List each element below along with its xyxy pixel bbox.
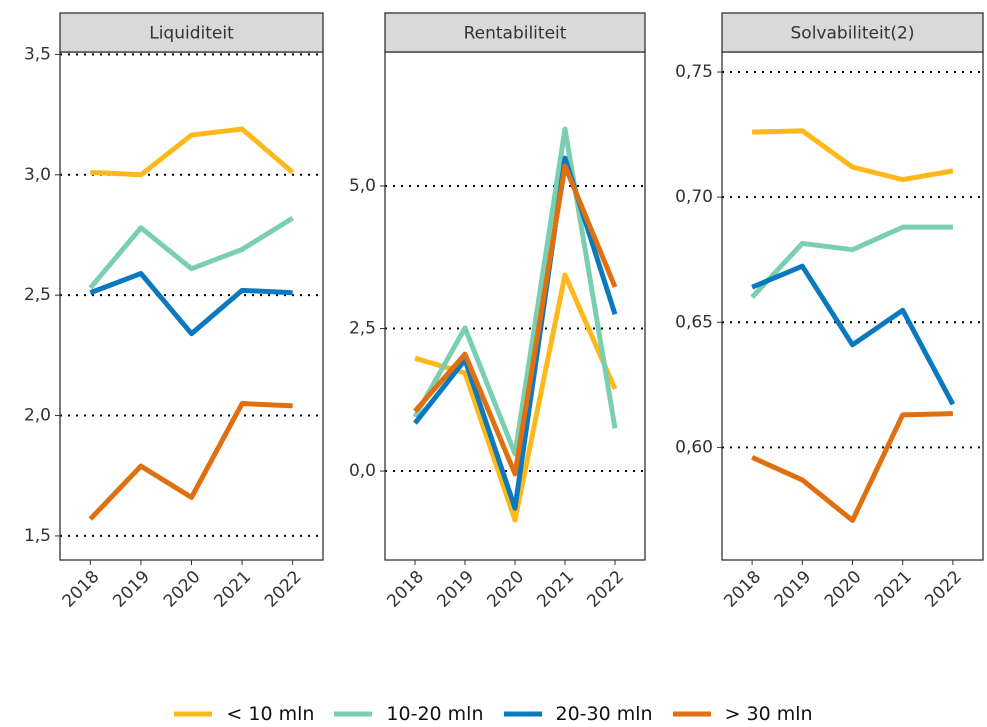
y-tick-label: 3,5 [24, 44, 51, 64]
y-tick-label: 0,0 [349, 461, 376, 481]
x-tick-label: 2020 [160, 567, 205, 612]
strip [59, 12, 324, 53]
panel-title: Solvabiliteit(2) [791, 24, 915, 44]
x-tick-label: 2018 [383, 567, 428, 612]
x-tick-label: 2021 [210, 567, 255, 612]
legend-label: 20-30 mln [555, 703, 653, 725]
legend-swatch [672, 711, 711, 717]
strip [384, 12, 646, 53]
panel-title: Liquiditeit [149, 24, 234, 44]
legend-item: < 10 mln [174, 703, 314, 725]
y-tick-label: 0,75 [675, 62, 713, 82]
legend-swatch [334, 711, 373, 717]
strip [721, 12, 984, 53]
y-tick-label: 5,0 [349, 176, 376, 196]
series-line [90, 126, 295, 178]
y-tick-label: 2,5 [349, 319, 376, 339]
legend-label: > 30 mln [724, 703, 813, 725]
y-tick-label: 2,5 [24, 285, 51, 305]
legend-item: 10-20 mln [334, 703, 484, 725]
x-tick-label: 2018 [59, 567, 104, 612]
x-tick-label: 2020 [821, 567, 866, 612]
series-line [752, 128, 954, 183]
legend-swatch [174, 711, 213, 717]
y-tick-label: 3,0 [24, 165, 51, 185]
series-line [414, 272, 618, 523]
series-line [413, 163, 618, 477]
x-tick-label: 2019 [109, 567, 154, 612]
y-tick-label: 0,70 [675, 187, 713, 207]
panel-background [385, 52, 645, 560]
series-line [88, 401, 293, 521]
x-tick-label: 2019 [433, 567, 478, 612]
panel-title: Rentabiliteit [464, 24, 567, 44]
x-tick-label: 2022 [921, 567, 966, 612]
x-tick-label: 2021 [871, 567, 916, 612]
legend-label: 10-20 mln [386, 703, 484, 725]
legend-label: < 10 mln [226, 703, 315, 725]
x-tick-label: 2022 [583, 567, 628, 612]
series-line [751, 411, 953, 523]
y-tick-label: 2,0 [24, 406, 51, 426]
x-tick-label: 2021 [533, 567, 578, 612]
x-tick-label: 2022 [261, 567, 306, 612]
x-tick-label: 2018 [720, 567, 765, 612]
panel-background [60, 52, 323, 560]
legend-swatch [503, 711, 542, 717]
y-tick-label: 1,5 [24, 526, 51, 546]
x-tick-label: 2020 [483, 567, 528, 612]
series-line [88, 215, 294, 290]
series-line [750, 224, 953, 299]
legend-item: > 30 mln [672, 703, 813, 725]
y-tick-label: 0,60 [675, 437, 713, 457]
panel-background [722, 52, 983, 560]
series-line [412, 126, 618, 457]
y-tick-label: 0,65 [675, 312, 713, 332]
x-tick-label: 2019 [771, 567, 816, 612]
series-line [751, 263, 956, 406]
series-line [89, 270, 293, 337]
legend-item: 20-30 mln [503, 703, 653, 725]
legend: < 10 mln 10-20 mln 20-30 mln > 30 mln [0, 703, 987, 725]
